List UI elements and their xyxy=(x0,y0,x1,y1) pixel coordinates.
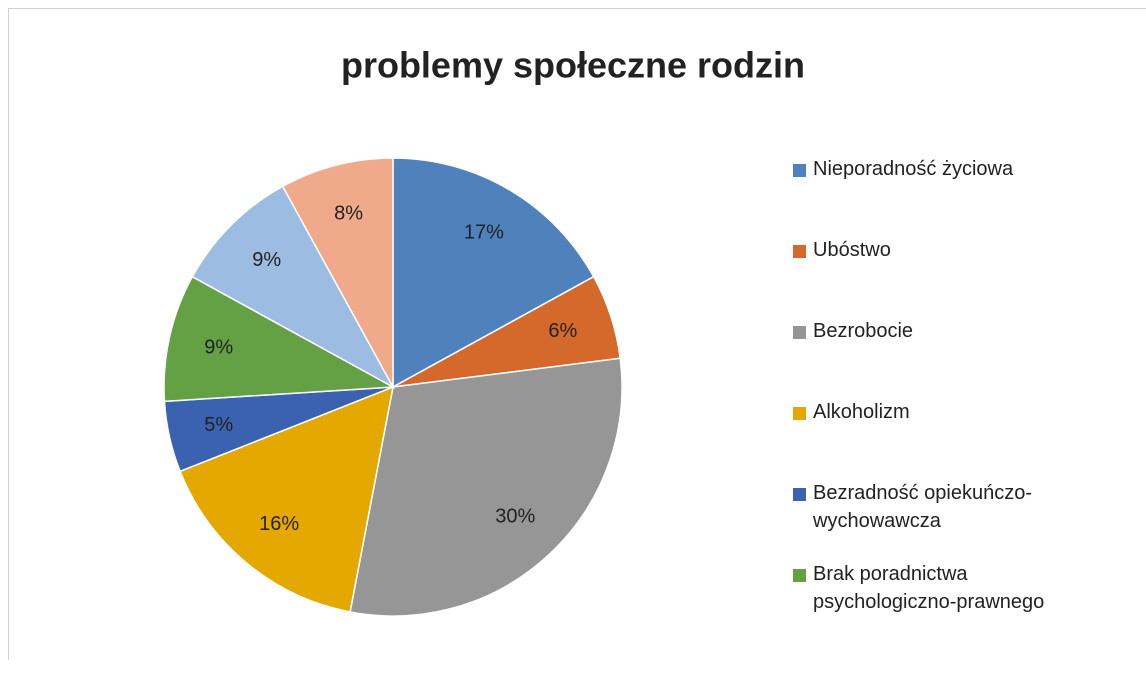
legend-label: Bezradność opiekuńczo-wychowawcza xyxy=(812,482,1032,532)
legend-label: Brak poradnictwa psychologiczno-prawnego xyxy=(813,563,1044,613)
pie-slice xyxy=(281,157,394,388)
data-label: 30% xyxy=(495,505,535,527)
legend-line: Bezradność opiekuńczo- xyxy=(813,482,1032,504)
pie-slice xyxy=(392,157,595,389)
legend-label: Bezrobocie xyxy=(813,320,913,342)
pie-slice xyxy=(163,275,396,403)
legend-swatch xyxy=(793,569,806,582)
data-label: 6% xyxy=(548,320,577,342)
data-label: 17% xyxy=(464,222,504,244)
legend-line: Bezrobocie xyxy=(813,320,913,342)
legend-label: Alkoholizm xyxy=(813,401,910,423)
legend-line: Alkoholizm xyxy=(813,401,910,423)
legend-swatch xyxy=(793,488,806,501)
pie-slice xyxy=(349,357,623,617)
legend-line: psychologiczno-prawnego xyxy=(813,591,1044,613)
legend-swatch xyxy=(793,164,806,177)
data-label: 8% xyxy=(334,202,363,224)
chart-title: problemy społeczne rodzin xyxy=(341,45,805,86)
legend-swatch xyxy=(793,407,806,420)
legend-label: Ubóstwo xyxy=(813,239,891,261)
legend-line: Nieporadność życiowa xyxy=(813,158,1014,180)
legend-swatch xyxy=(793,245,806,258)
data-label: 9% xyxy=(252,249,281,271)
legend-line: wychowawcza xyxy=(812,510,942,532)
legend-line: Brak poradnictwa xyxy=(813,563,973,585)
pie-slice xyxy=(179,385,394,613)
legend-label: Nieporadność życiowa xyxy=(813,158,1014,180)
data-label: 16% xyxy=(259,513,299,535)
data-label: 5% xyxy=(204,414,233,436)
legend-swatch xyxy=(793,326,806,339)
legend-line: Ubóstwo xyxy=(813,239,891,261)
pie-slice xyxy=(191,185,395,389)
data-label: 9% xyxy=(204,336,233,358)
